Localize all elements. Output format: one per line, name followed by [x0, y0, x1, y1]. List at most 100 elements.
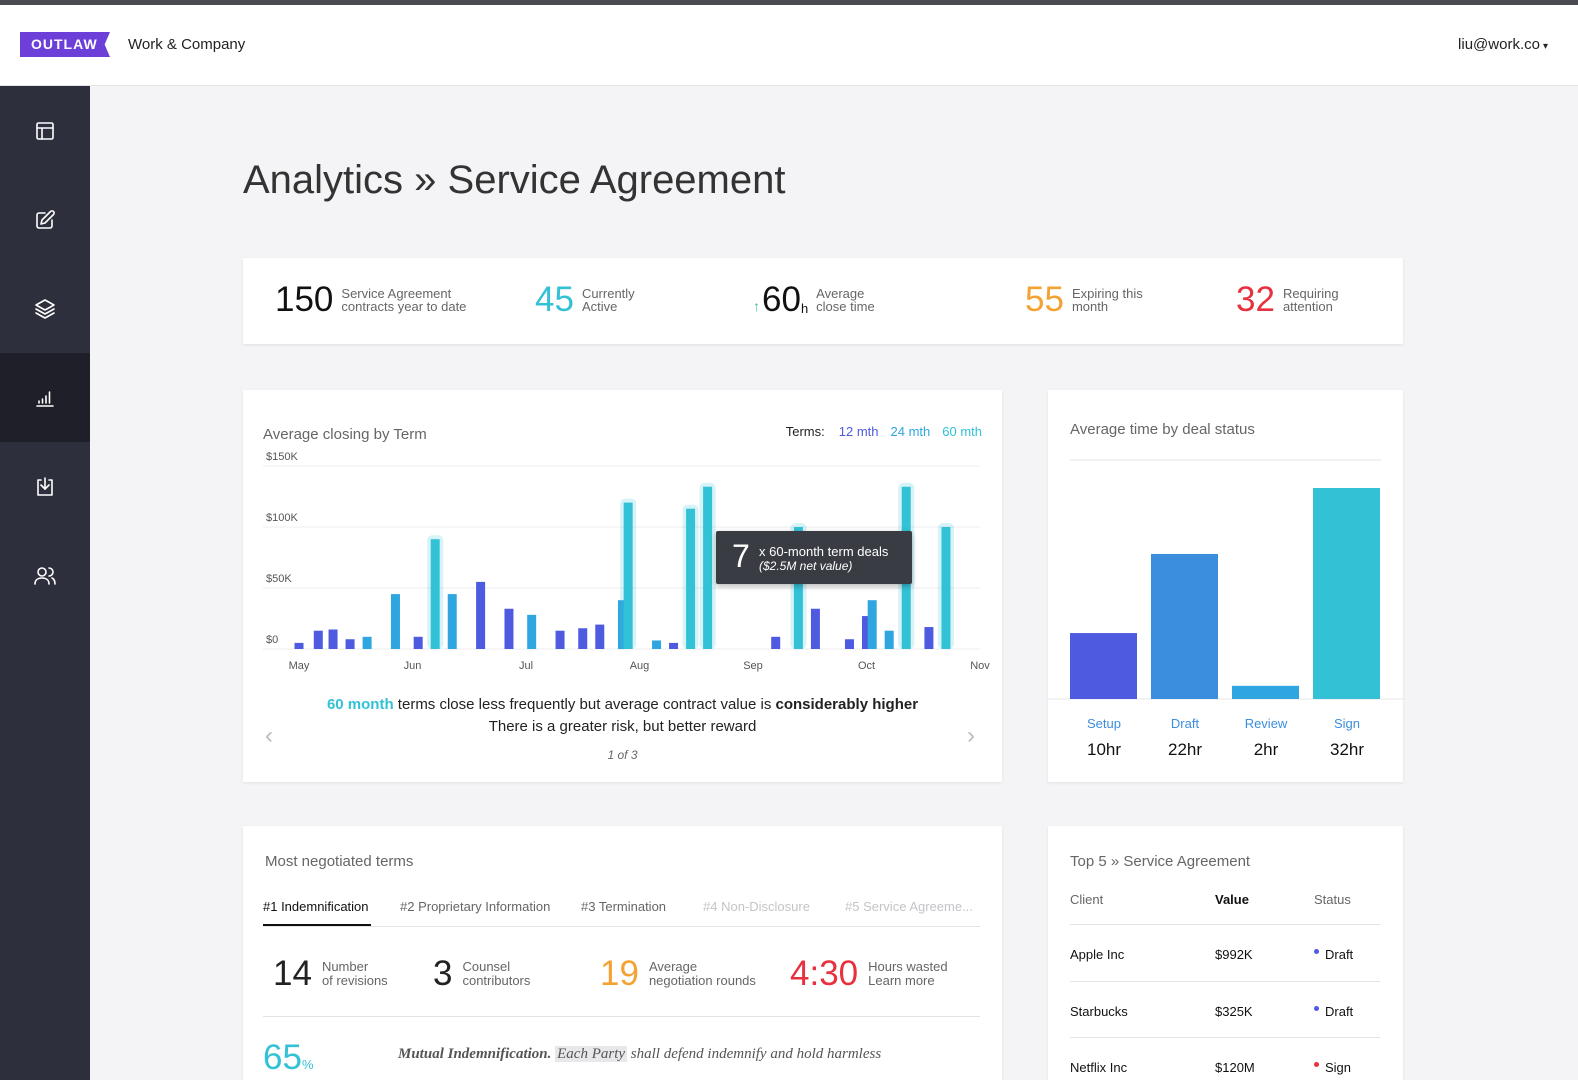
chart-tooltip: 7 x 60-month term deals ($2.5M net value… — [716, 531, 912, 584]
nav-templates[interactable] — [0, 264, 90, 353]
bar — [555, 630, 565, 649]
status-label-draft: Draft — [1170, 716, 1200, 731]
tab-proprietary-information[interactable]: #2 Proprietary Information — [400, 899, 551, 914]
cell-value: $325K — [1215, 1004, 1253, 1019]
nav-analytics[interactable] — [0, 353, 90, 442]
nav-downloads[interactable] — [0, 442, 90, 531]
insight-highlight: 60 month — [326, 696, 394, 713]
tab-divider — [263, 926, 980, 927]
tab-service-agreement[interactable]: #5 Service Agreeme... — [845, 899, 973, 914]
bar — [617, 600, 627, 649]
stat-value: 19 — [600, 954, 639, 993]
y-tick-label: $50K — [266, 573, 292, 585]
bar — [413, 636, 423, 649]
bar — [1070, 633, 1137, 699]
learn-more-link[interactable]: Learn more — [868, 973, 935, 988]
window-top-border — [0, 0, 1578, 5]
table-row[interactable]: Netflix Inc $120M Sign — [1070, 1037, 1380, 1080]
nav-edit[interactable] — [0, 175, 90, 264]
kpi-total-contracts: 150 Service Agreement contracts year to … — [275, 280, 481, 320]
nav-dashboard[interactable] — [0, 86, 90, 175]
cell-value: $120M — [1215, 1060, 1255, 1075]
user-menu[interactable]: liu@work.co ▾ — [1458, 36, 1548, 53]
bar — [771, 636, 781, 649]
column-header-value: Value — [1215, 892, 1249, 907]
bar — [1151, 553, 1218, 699]
layout-icon — [36, 121, 54, 140]
legend-24-mth[interactable]: 24 mth — [890, 424, 931, 439]
cell-client: Starbucks — [1070, 1004, 1128, 1019]
insight-line-2: There is a greater risk, but better rewa… — [488, 718, 757, 735]
bar — [686, 508, 696, 649]
deal-status-bar-chart[interactable] — [1048, 390, 1403, 710]
outlaw-logo[interactable]: OUTLAW — [20, 32, 110, 57]
legend-60-mth[interactable]: 60 mth — [942, 424, 982, 439]
y-tick-label: $150K — [266, 451, 298, 463]
kpi-unit: h — [800, 301, 809, 316]
kpi-close-time: ↑ 60 h Average close time — [753, 280, 886, 320]
sidebar — [0, 86, 90, 1080]
x-tick-label: Jul — [519, 660, 533, 672]
stat-revisions: 14 Number of revisions — [273, 954, 388, 994]
stat-negotiation-rounds: 19 Average negotiation rounds — [600, 954, 756, 994]
active-tab-indicator — [263, 924, 371, 926]
stat-hours-wasted: 4:30 Hours wasted Learn more — [790, 954, 948, 994]
column-header-status: Status — [1314, 892, 1351, 907]
kpi-value: 150 — [275, 280, 334, 319]
stat-value: 14 — [273, 954, 312, 993]
card-title: Average closing by Term — [263, 426, 427, 443]
bar — [867, 600, 877, 649]
bar — [578, 628, 588, 649]
status-label-sign: Sign — [1333, 716, 1361, 731]
clause-text: Mutual Indemnification. Each Party shall… — [398, 1046, 882, 1062]
bar — [390, 594, 400, 649]
kpi-value: 60 — [762, 280, 801, 319]
stat-label: Counsel contributors — [462, 959, 531, 988]
nav-users[interactable] — [0, 531, 90, 620]
tooltip-count: 7 — [732, 538, 750, 574]
x-tick-label: Aug — [630, 660, 650, 672]
terms-label: Terms: — [785, 424, 825, 439]
x-tick-label: Nov — [970, 660, 990, 672]
legend-12-mth[interactable]: 12 mth — [838, 424, 879, 439]
cell-status: Draft — [1314, 947, 1353, 962]
status-value-setup: 10hr — [1086, 740, 1122, 759]
bar — [328, 629, 338, 649]
bar — [447, 594, 457, 649]
stat-label: Average negotiation rounds — [648, 959, 756, 988]
tab-termination[interactable]: #3 Termination — [581, 899, 667, 914]
bar — [884, 630, 894, 649]
page-title: Analytics » Service Agreement — [243, 158, 786, 202]
cell-client: Apple Inc — [1070, 947, 1125, 962]
card-title: Most negotiated terms — [265, 853, 414, 870]
stat-value: 4:30 — [790, 954, 859, 993]
card-title: Average time by deal status — [1070, 421, 1255, 438]
bar — [1232, 685, 1299, 699]
tab-non-disclosure[interactable]: #4 Non-Disclosure — [703, 899, 810, 914]
company-name: Work & Company — [128, 36, 246, 53]
bar — [504, 608, 514, 649]
table-row[interactable]: Apple Inc $992K Draft — [1070, 924, 1380, 980]
kpi-value: 45 — [535, 280, 574, 319]
cell-client: Netflix Inc — [1070, 1060, 1128, 1075]
stat-label: Number of revisions — [321, 959, 388, 988]
x-tick-label: Sep — [743, 660, 763, 672]
prev-arrow-icon[interactable]: ‹ — [265, 722, 273, 749]
bar — [313, 630, 323, 649]
bar — [793, 527, 803, 649]
cell-value: $992K — [1215, 947, 1253, 962]
status-label-review: Review — [1244, 716, 1288, 731]
insight-pager: 1 of 3 — [607, 748, 638, 762]
x-tick-label: Oct — [858, 660, 875, 672]
percent-figure: 65% — [263, 1038, 314, 1077]
bar — [652, 640, 662, 649]
kpi-label: Average close time — [816, 286, 875, 314]
table-row[interactable]: Starbucks $325K Draft — [1070, 981, 1380, 1037]
next-arrow-icon[interactable]: › — [967, 722, 975, 749]
x-tick-label: Jun — [404, 660, 422, 672]
bar — [623, 502, 633, 649]
tab-indemnification[interactable]: #1 Indemnification — [263, 899, 369, 914]
bar — [345, 639, 355, 649]
tooltip-line-2: ($2.5M net value) — [759, 559, 853, 573]
status-label-setup: Setup — [1087, 716, 1121, 731]
